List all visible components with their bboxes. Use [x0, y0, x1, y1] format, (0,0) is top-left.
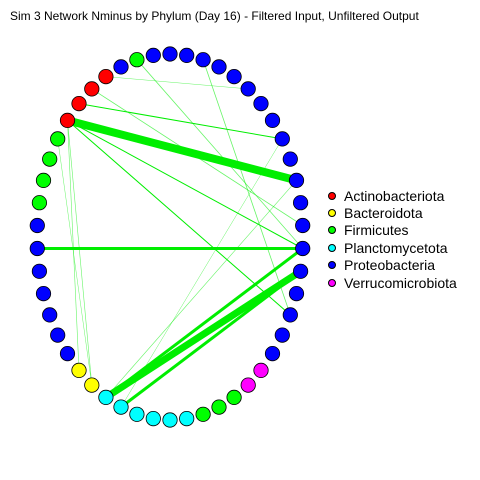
network-edge [136, 59, 304, 249]
network-node-proteobacteria [264, 112, 281, 129]
network-node-proteobacteria [274, 327, 290, 343]
network-node-planctomycetota [162, 412, 178, 428]
network-node-proteobacteria [50, 327, 66, 343]
network-edge [120, 138, 283, 408]
legend-label-planctomycetota: Planctomycetota [344, 239, 448, 256]
network-node-proteobacteria [113, 59, 129, 75]
network-node-verrucomicrobiota [253, 362, 269, 378]
edges-layer [37, 59, 304, 409]
legend-item-firmicutes: Firmicutes [328, 222, 457, 239]
network-node-planctomycetota [129, 406, 145, 422]
network-node-proteobacteria [59, 345, 76, 362]
network-edge [202, 59, 291, 316]
legend-swatch-actinobacteriota [328, 191, 336, 200]
legend-swatch-bacteroidota [328, 209, 336, 218]
network-node-actinobacteriota [98, 69, 114, 85]
network-node-actinobacteriota [84, 81, 100, 97]
legend-item-verrucomicrobiota: Verrucomicrobiota [328, 274, 457, 291]
network-node-proteobacteria [162, 46, 178, 62]
legend-label-proteobacteria: Proteobacteria [344, 257, 436, 274]
network-node-firmicutes [129, 52, 145, 68]
network-node-proteobacteria [29, 240, 45, 257]
network-edge [105, 180, 297, 398]
network-node-proteobacteria [31, 263, 48, 279]
legend-swatch-planctomycetota [328, 243, 336, 252]
network-node-verrucomicrobiota [240, 377, 256, 393]
network-node-proteobacteria [211, 59, 227, 75]
network-node-proteobacteria [295, 240, 311, 257]
network-node-proteobacteria [35, 285, 52, 302]
network-node-proteobacteria [253, 96, 269, 112]
network-node-firmicutes [35, 172, 52, 188]
network-node-firmicutes [226, 389, 242, 405]
network-edge [67, 119, 303, 249]
network-node-planctomycetota [145, 410, 161, 427]
legend: Actinobacteriota Bacteroidota Firmicutes… [328, 187, 457, 291]
network-node-planctomycetota [113, 399, 129, 415]
network-edge [57, 138, 93, 386]
network-node-planctomycetota [98, 389, 114, 405]
network-node-bacteroidota [71, 362, 87, 378]
network-node-proteobacteria [240, 81, 256, 97]
legend-swatch-proteobacteria [328, 261, 336, 270]
network-node-proteobacteria [295, 217, 311, 234]
network-edge [67, 120, 80, 371]
page-title: Sim 3 Network Nminus by Phylum (Day 16) … [10, 9, 419, 23]
network-node-planctomycetota [179, 410, 195, 427]
network-node-firmicutes [42, 151, 58, 167]
network-node-firmicutes [50, 131, 66, 147]
network-node-proteobacteria [42, 307, 58, 323]
network-node-firmicutes [31, 195, 48, 211]
network-node-actinobacteriota [59, 112, 76, 129]
network-node-firmicutes [211, 399, 227, 415]
legend-label-firmicutes: Firmicutes [344, 222, 409, 239]
network-node-proteobacteria [292, 195, 309, 211]
network-node-bacteroidota [84, 377, 100, 393]
network-edge [105, 76, 249, 90]
network-node-proteobacteria [195, 52, 211, 68]
network-node-proteobacteria [292, 263, 309, 279]
network-node-proteobacteria [282, 151, 298, 167]
network-edge [67, 120, 291, 316]
network-node-firmicutes [195, 406, 211, 422]
network-node-proteobacteria [264, 345, 281, 362]
legend-item-planctomycetota: Planctomycetota [328, 239, 457, 256]
network-node-proteobacteria [288, 285, 305, 302]
network-edge [120, 270, 302, 409]
network-node-proteobacteria [282, 307, 298, 323]
network-edge [67, 120, 93, 386]
legend-label-verrucomicrobiota: Verrucomicrobiota [344, 274, 457, 291]
nodes-layer [29, 46, 311, 428]
legend-label-actinobacteriota: Actinobacteriota [344, 187, 445, 204]
network-node-actinobacteriota [71, 96, 87, 112]
network-node-proteobacteria [288, 172, 305, 188]
network-node-proteobacteria [226, 69, 242, 85]
legend-item-bacteroidota: Bacteroidota [328, 204, 457, 221]
legend-item-proteobacteria: Proteobacteria [328, 257, 457, 274]
legend-label-bacteroidota: Bacteroidota [344, 205, 423, 222]
legend-swatch-firmicutes [328, 226, 336, 235]
network-node-proteobacteria [274, 131, 290, 147]
legend-swatch-verrucomicrobiota [328, 278, 336, 287]
network-node-proteobacteria [145, 47, 161, 64]
network-edge [103, 268, 303, 401]
network-edge [78, 103, 283, 140]
legend-item-actinobacteriota: Actinobacteriota [328, 187, 457, 204]
network-edge [91, 88, 303, 226]
network-node-proteobacteria [179, 47, 195, 64]
network-node-proteobacteria [29, 217, 45, 234]
network-edge [66, 116, 298, 185]
